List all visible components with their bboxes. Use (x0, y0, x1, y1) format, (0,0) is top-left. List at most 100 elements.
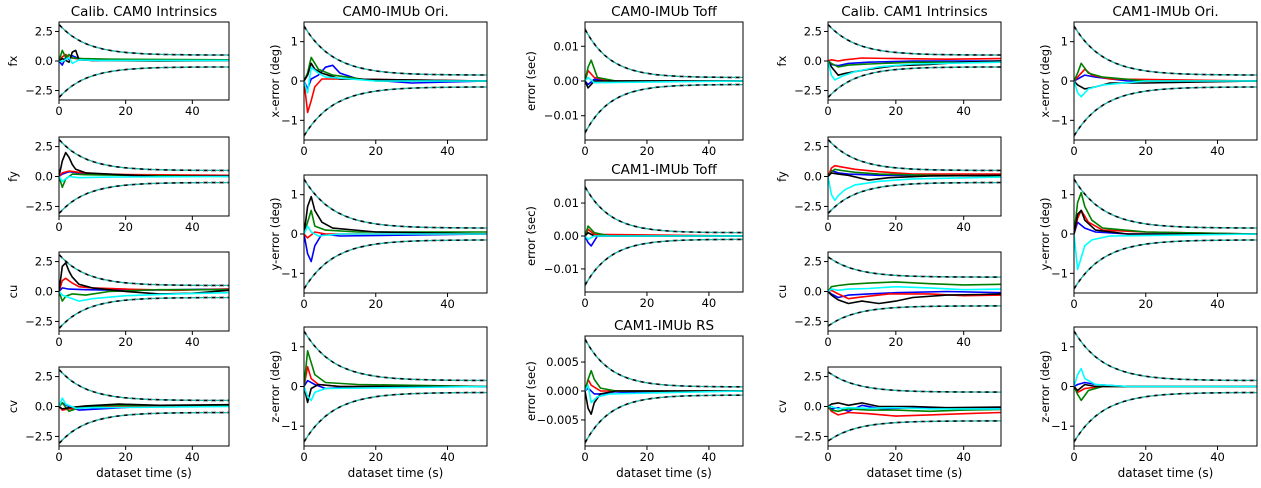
y-tick-label: 0.0 (35, 170, 53, 184)
bound-lower-teal (585, 83, 743, 134)
y-tick-label: 1 (291, 35, 298, 49)
series-line-cyan (59, 175, 229, 183)
y-axis-label: error (sec) (524, 206, 538, 266)
series-line-black (59, 403, 229, 410)
y-tick-label: 0.0 (35, 400, 53, 414)
bound-upper-dark (59, 253, 229, 287)
series-line-cyan (59, 397, 229, 410)
x-tick-label: 0 (300, 450, 307, 464)
x-axis-label: dataset time (s) (348, 466, 444, 480)
y-tick-label: −0.005 (536, 413, 579, 427)
y-tick-label: 0 (291, 74, 298, 88)
subplot-title: CAM0-IMUb Ori. (342, 4, 448, 20)
x-tick-label: 0 (1070, 450, 1077, 464)
series-line-cyan (304, 66, 487, 94)
bound-lower-teal (585, 238, 743, 286)
bound-upper-teal (1074, 25, 1257, 76)
y-tick-label: −2.5 (794, 84, 822, 98)
bound-upper-dark (585, 28, 743, 79)
subplot-title: Calib. CAM0 Intrinsics (71, 4, 217, 20)
subplot-c0fx: 0 20 40 2.5 0.0 −2.5 fx Calib. CAM0 Intrinsics (6, 4, 230, 118)
x-tick-label: 0 (824, 450, 831, 464)
x-axis-label: dataset time (s) (96, 466, 192, 480)
series-line-cyan (1074, 80, 1257, 98)
y-tick-label: 0 (1061, 380, 1068, 394)
subplot-title: CAM1-IMUb Toff (611, 162, 717, 178)
bound-upper-teal (828, 371, 1001, 393)
bound-lower-dark (304, 86, 487, 137)
plot-area (585, 28, 743, 134)
bound-lower-teal (59, 411, 229, 445)
x-tick-label: 40 (956, 104, 971, 118)
y-tick-label: 0.01 (553, 196, 579, 210)
x-tick-label: 40 (185, 450, 200, 464)
bound-upper-teal (59, 368, 229, 402)
y-tick-label: −0.01 (544, 262, 579, 276)
bound-lower-teal (304, 239, 487, 290)
bound-lower-dark (585, 83, 743, 134)
bound-upper-dark (585, 186, 743, 234)
x-tick-label: 0 (55, 450, 62, 464)
x-tick-label: 40 (440, 297, 455, 311)
y-tick-label: 0 (1061, 227, 1068, 241)
bound-lower-teal (59, 181, 229, 215)
y-axis-label: cu (775, 285, 789, 299)
bound-upper-dark (59, 23, 229, 56)
y-tick-label: 1 (1061, 188, 1068, 202)
plot-area (828, 371, 1001, 442)
bound-upper-teal (304, 25, 487, 76)
x-tick-label: 20 (1138, 297, 1153, 311)
y-axis-label: z-error (deg) (1038, 350, 1052, 422)
y-axis-label: fy (6, 171, 20, 182)
x-tick-label: 40 (702, 450, 717, 464)
series-line-cyan (828, 60, 1001, 81)
y-tick-label: −1 (1051, 113, 1068, 127)
plot-area (59, 138, 229, 215)
bound-lower-dark (585, 394, 743, 444)
series-line-red (828, 164, 1001, 177)
series-line-blue (828, 60, 1001, 67)
bound-upper-teal (59, 253, 229, 287)
bound-lower-teal (585, 394, 743, 444)
bound-lower-dark (304, 391, 487, 443)
series-line-black (304, 383, 487, 404)
bound-lower-teal (828, 420, 1001, 442)
plot-area (59, 253, 229, 330)
y-tick-label: 0 (291, 227, 298, 241)
y-tick-label: 0.0 (804, 285, 822, 299)
y-tick-label: 1 (291, 188, 298, 202)
subplot-c1ori_y: 0 20 40 1 0 −1y-error (deg) (1038, 174, 1258, 311)
series-line-cyan (304, 225, 487, 237)
x-tick-label: 40 (1210, 297, 1225, 311)
y-tick-label: 2.5 (804, 255, 822, 269)
series-line-cyan (1074, 367, 1257, 388)
y-tick-label: 2.5 (804, 370, 822, 384)
x-tick-label: 20 (118, 335, 133, 349)
x-tick-label: 40 (440, 144, 455, 158)
y-tick-label: 0 (291, 380, 298, 394)
x-tick-label: 20 (368, 297, 383, 311)
x-tick-label: 0 (300, 297, 307, 311)
plot-area (828, 23, 1001, 99)
series-line-green (828, 168, 1001, 177)
bound-lower-teal (828, 305, 1001, 327)
series-line-cyan (585, 76, 743, 84)
x-tick-label: 0 (581, 450, 588, 464)
series-line-green (1074, 191, 1257, 235)
x-tick-label: 40 (1210, 144, 1225, 158)
bound-lower-teal (1074, 86, 1257, 137)
bound-upper-teal (585, 338, 743, 388)
plot-area (59, 23, 229, 99)
y-tick-label: −2.5 (25, 84, 53, 98)
x-axis-label: dataset time (s) (1118, 466, 1214, 480)
y-tick-label: 0.0 (804, 170, 822, 184)
plot-area (828, 138, 1001, 215)
bound-upper-teal (828, 23, 1001, 56)
x-tick-label: 0 (55, 104, 62, 118)
bound-upper-teal (585, 28, 743, 79)
subplot-c0fy: 0 20 40 2.5 0.0 −2.5 fy (6, 136, 230, 234)
bound-lower-dark (59, 411, 229, 445)
subplot-c1cv: 0 20 40 2.5 0.0 −2.5 cv dataset time (s) (775, 366, 1002, 480)
series-line-black (828, 402, 1001, 409)
